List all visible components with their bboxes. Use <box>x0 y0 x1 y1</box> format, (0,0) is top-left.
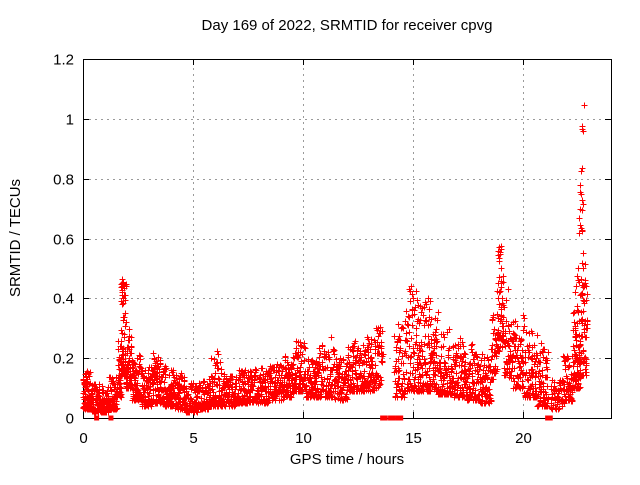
svg-text:0: 0 <box>66 411 74 428</box>
svg-text:0.8: 0.8 <box>53 172 74 189</box>
svg-text:0.6: 0.6 <box>53 232 74 249</box>
data-series-srmtid <box>80 102 591 416</box>
svg-text:0.2: 0.2 <box>53 351 74 368</box>
chart-title: Day 169 of 2022, SRMTID for receiver cpv… <box>202 17 493 34</box>
tick-labels: 0 5 10 15 20 0 0.2 0.4 0.6 0.8 1 1.2 <box>53 52 532 448</box>
svg-text:5: 5 <box>189 430 197 447</box>
x-axis-label: GPS time / hours <box>290 451 404 468</box>
svg-text:1.2: 1.2 <box>53 52 74 69</box>
svg-text:0.4: 0.4 <box>53 291 74 308</box>
svg-text:1: 1 <box>66 112 74 129</box>
y-axis-label: SRMTID / TECUs <box>7 179 24 297</box>
svg-text:0: 0 <box>79 430 87 447</box>
svg-text:20: 20 <box>515 430 532 447</box>
svg-text:15: 15 <box>405 430 422 447</box>
zero-value-markers <box>94 415 553 421</box>
axis-ticks <box>83 59 611 419</box>
svg-text:10: 10 <box>295 430 312 447</box>
